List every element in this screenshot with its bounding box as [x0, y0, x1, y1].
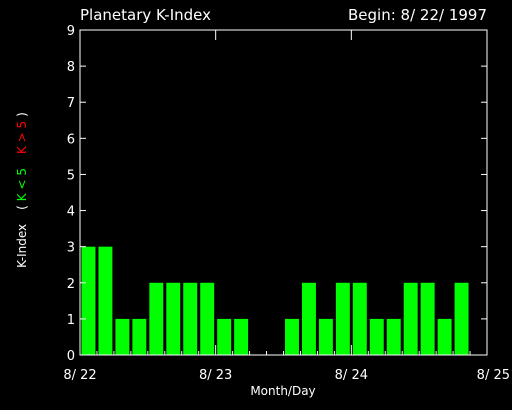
- y-axis-label-open: (: [15, 205, 29, 210]
- bar-7: [200, 282, 215, 355]
- bar-8: [217, 318, 232, 355]
- y-tick-label-2: 2: [67, 277, 75, 292]
- x-tick-label-1: 8/ 23: [199, 368, 232, 383]
- bar-1: [98, 246, 113, 355]
- begin-date-label: Begin: 8/ 22/ 1997: [348, 6, 487, 24]
- bar-14: [318, 318, 333, 355]
- bar-12: [285, 318, 299, 355]
- y-tick-label-1: 1: [67, 313, 75, 328]
- y-axis-label: K-Index ( K < 5 K > 5): [15, 112, 29, 268]
- bar-2: [115, 318, 130, 355]
- y-tick-label-6: 6: [67, 132, 75, 147]
- y-axis-label-red: K > 5: [15, 121, 29, 154]
- bar-5: [166, 282, 181, 355]
- bar-9: [234, 318, 249, 355]
- bar-17: [369, 318, 384, 355]
- bar-6: [183, 282, 198, 355]
- bars-group: [81, 246, 469, 355]
- plot-frame: [79, 29, 488, 356]
- x-axis-label: Month/Day: [250, 384, 315, 398]
- bar-0: [81, 246, 96, 355]
- bar-16: [352, 282, 367, 355]
- bar-4: [149, 282, 164, 355]
- bar-3: [132, 318, 147, 355]
- y-tick-label-8: 8: [67, 60, 75, 75]
- bar-19: [403, 282, 418, 355]
- y-tick-label-9: 9: [67, 24, 75, 39]
- x-tick-label-3: 8/ 25: [477, 368, 510, 383]
- y-tick-label-3: 3: [67, 241, 75, 256]
- y-tick-label-7: 7: [67, 96, 75, 111]
- bar-21: [437, 318, 452, 355]
- y-tick-label-0: 0: [67, 349, 75, 364]
- bar-13: [301, 282, 316, 355]
- y-axis-label-green: K < 5: [15, 168, 29, 201]
- bar-15: [335, 282, 350, 355]
- y-tick-label-5: 5: [67, 168, 75, 183]
- x-tick-label-0: 8/ 22: [63, 368, 96, 383]
- y-axis: 0 1 2 3 4 5 6 7 8 9: [67, 24, 487, 364]
- x-tick-label-2: 8/ 24: [335, 368, 368, 383]
- bar-18: [386, 318, 401, 355]
- bar-22: [454, 282, 469, 355]
- chart-title: Planetary K-Index: [80, 6, 211, 24]
- y-axis-label-close: ): [15, 112, 29, 117]
- y-axis-label-main: K-Index: [15, 224, 29, 268]
- bar-20: [420, 282, 435, 355]
- y-tick-label-4: 4: [67, 205, 75, 220]
